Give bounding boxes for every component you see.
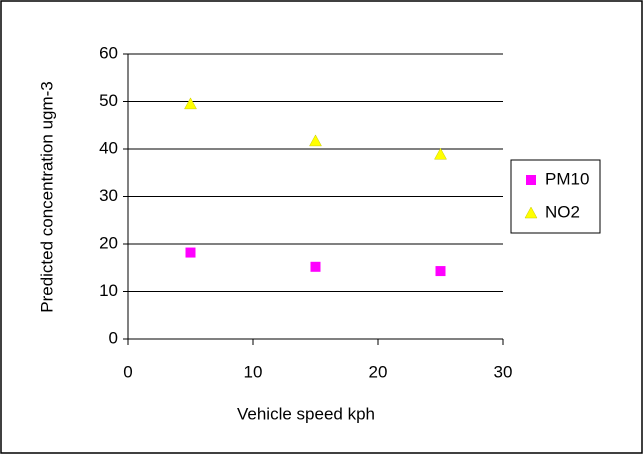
data-point	[185, 247, 196, 258]
x-tick-label: 30	[494, 362, 513, 381]
x-tick-label: 10	[244, 362, 263, 381]
data-point	[184, 97, 197, 110]
data-point	[434, 147, 447, 160]
legend-marker	[526, 175, 536, 185]
legend-label: NO2	[545, 202, 580, 221]
legend-box	[510, 159, 601, 234]
y-tick-label: 0	[109, 328, 118, 347]
data-point	[310, 261, 321, 272]
x-axis-title: Vehicle speed kph	[237, 404, 375, 423]
data-point	[309, 134, 322, 147]
legend-marker	[524, 206, 538, 219]
data-point	[435, 266, 446, 277]
y-tick-label: 50	[99, 91, 118, 110]
y-tick-label: 60	[99, 43, 118, 62]
legend-label: PM10	[545, 169, 589, 188]
y-axis-title: Predicted concentration ugm-3	[37, 81, 56, 313]
y-tick-label: 40	[99, 138, 118, 157]
x-tick-label: 20	[369, 362, 388, 381]
y-tick-label: 10	[99, 281, 118, 300]
y-tick-label: 30	[99, 186, 118, 205]
x-tick-label: 0	[123, 362, 132, 381]
y-tick-label: 20	[99, 233, 118, 252]
